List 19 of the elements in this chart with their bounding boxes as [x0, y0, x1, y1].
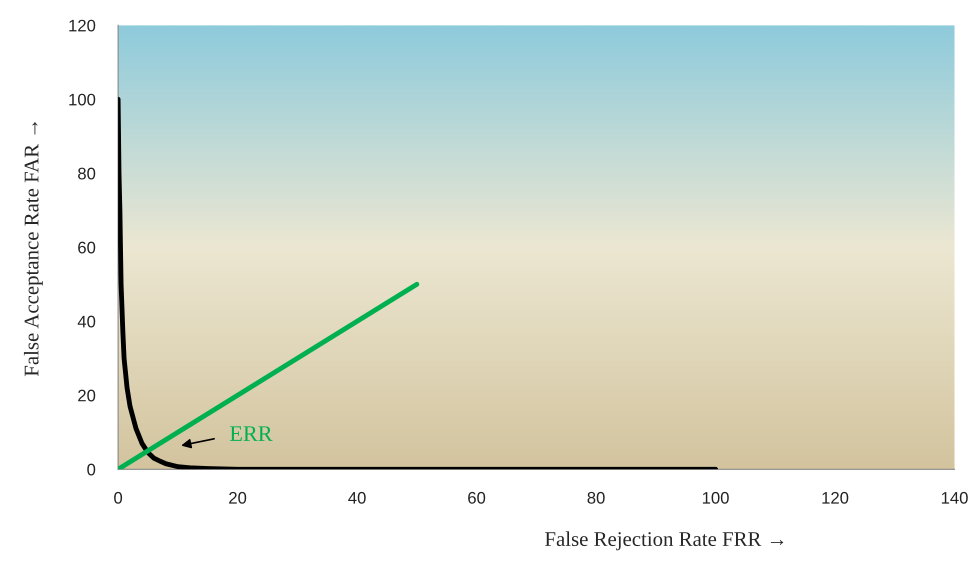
x-tick-label: 100 — [702, 492, 729, 504]
x-tick-label: 40 — [348, 492, 366, 504]
y-tick-label: 40 — [78, 316, 96, 328]
x-tick-label: 20 — [229, 492, 246, 504]
y-tick-label: 100 — [69, 94, 96, 106]
y-tick-label: 120 — [69, 20, 96, 32]
y-tick-label: 20 — [78, 390, 96, 402]
line-series — [118, 96, 718, 470]
x-tick-label: 60 — [468, 492, 486, 504]
y-tick-label: 80 — [78, 168, 96, 180]
x-tick-label: 0 — [114, 492, 122, 504]
y-tick-label: 0 — [87, 464, 96, 476]
annotation: ERR — [230, 426, 273, 441]
x-tick-label: 120 — [822, 492, 848, 504]
x-tick-label: 140 — [942, 492, 968, 504]
x-axis-title: False Rejection Rate FRR → — [545, 531, 784, 550]
y-axis-title: False Acceptance Rate FAR → — [24, 122, 43, 376]
y-tick-label: 60 — [78, 242, 96, 254]
x-tick-label: 80 — [588, 492, 605, 504]
